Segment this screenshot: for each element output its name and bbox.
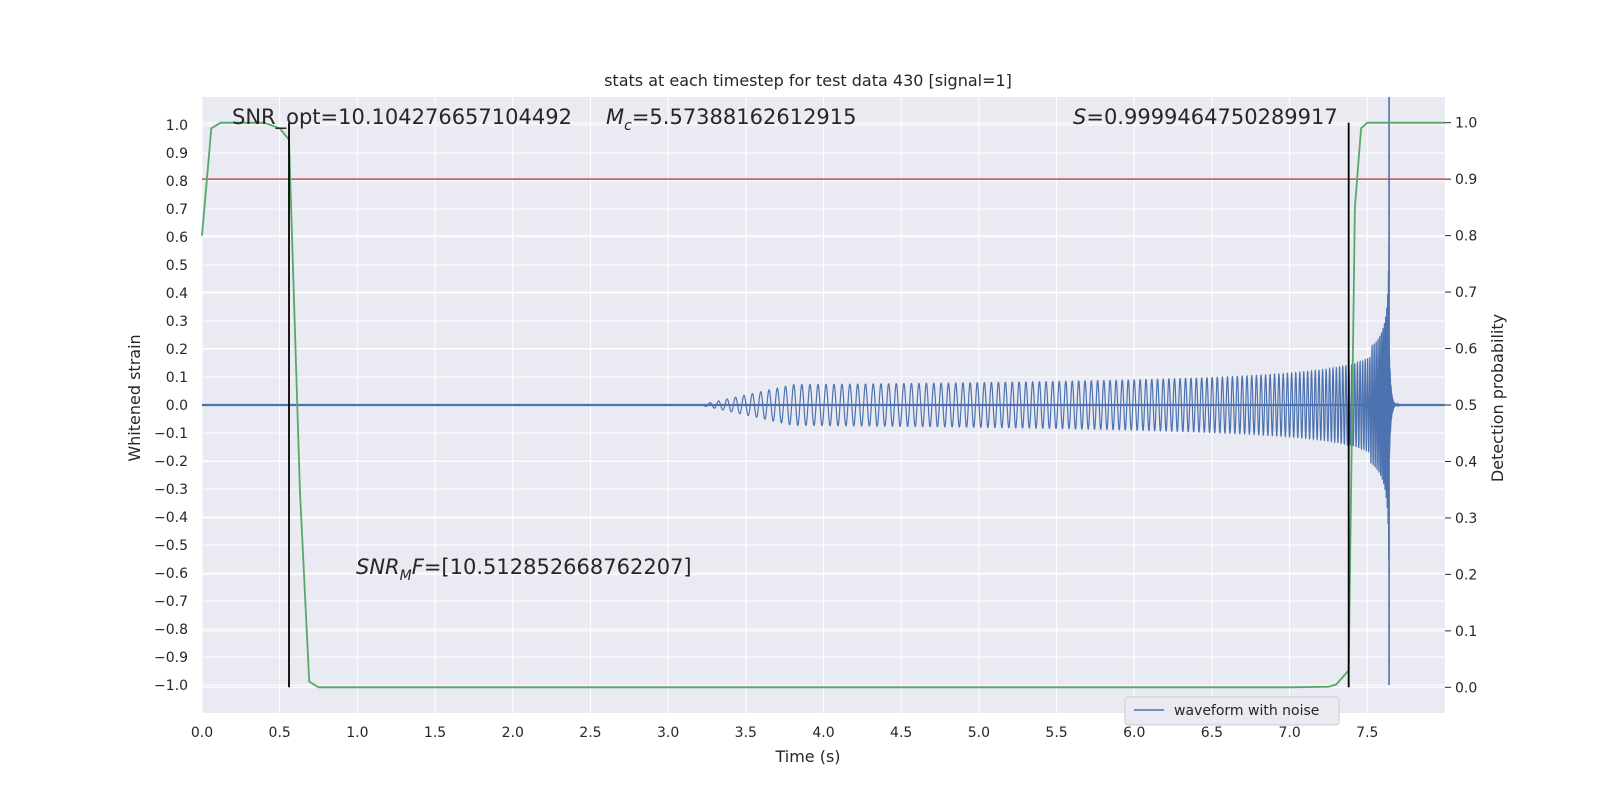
y-left-tick-label: 0.5 bbox=[166, 258, 188, 274]
y-left-tick-label: −0.4 bbox=[154, 510, 188, 526]
x-tick-label: 6.0 bbox=[1123, 725, 1145, 741]
y-left-tick-label: −0.7 bbox=[154, 594, 188, 610]
x-tick-label: 6.5 bbox=[1201, 725, 1223, 741]
annotation-s-symbol: S bbox=[1073, 105, 1086, 129]
annotation-mc-value: =5.57388162612915 bbox=[632, 105, 857, 129]
x-tick-label: 0.5 bbox=[269, 725, 291, 741]
y-right-tick-label: 0.6 bbox=[1455, 342, 1477, 358]
y-right-tick-label: 0.9 bbox=[1455, 172, 1477, 188]
y-right-tick-label: 1.0 bbox=[1455, 116, 1477, 132]
y-left-tick-label: −0.3 bbox=[154, 482, 188, 498]
y-left-tick-label: 0.8 bbox=[166, 174, 188, 190]
y-left-tick-label: −0.9 bbox=[154, 650, 188, 666]
y-left-tick-label: 0.1 bbox=[166, 370, 188, 386]
y-right-tick-label: 0.1 bbox=[1455, 624, 1477, 640]
x-tick-label: 0.0 bbox=[191, 725, 213, 741]
waveform-series bbox=[202, 97, 1445, 685]
detection-probability-series bbox=[201, 121, 1445, 689]
y-left-tick-label: 0.0 bbox=[166, 398, 188, 414]
x-tick-label: 4.5 bbox=[890, 725, 912, 741]
annotation-s: S=0.9999464750289917 bbox=[1073, 105, 1338, 129]
y-right-axis-ticks: 1.0 0.9 0.8 0.7 0.6 0.5 0.4 0.3 0.2 0.1 0.0 bbox=[1445, 116, 1477, 696]
y-right-tick-label: 0.5 bbox=[1455, 398, 1477, 414]
y-left-tick-label: 0.3 bbox=[166, 314, 188, 330]
y-left-tick-label: 0.9 bbox=[166, 146, 188, 162]
annotation-snr-mf-symbol: SNR bbox=[356, 555, 400, 579]
y-right-tick-label: 0.3 bbox=[1455, 511, 1477, 527]
x-tick-label: 1.0 bbox=[346, 725, 368, 741]
x-axis-label: Time (s) bbox=[774, 747, 840, 766]
y-left-tick-label: 0.6 bbox=[166, 230, 188, 246]
y-left-tick-label: 0.7 bbox=[166, 202, 188, 218]
legend: waveform with noise bbox=[1124, 696, 1340, 726]
legend-entry-waveform: waveform with noise bbox=[1174, 703, 1319, 719]
x-tick-label: 5.5 bbox=[1045, 725, 1067, 741]
x-tick-label: 7.5 bbox=[1356, 725, 1378, 741]
x-tick-label: 3.0 bbox=[657, 725, 679, 741]
x-tick-label: 1.5 bbox=[424, 725, 446, 741]
annotation-snr-mf-value: =[10.512852668762207] bbox=[424, 555, 692, 579]
legend-box bbox=[1124, 696, 1340, 726]
x-axis-ticks: 0.0 0.5 1.0 1.5 2.0 2.5 3.0 3.5 4.0 4.5 5.0 5.5 6.0 6… bbox=[191, 725, 1379, 741]
x-tick-label: 7.0 bbox=[1278, 725, 1300, 741]
annotation-snr-opt: SNR_opt=10.104276657104492 bbox=[232, 105, 572, 130]
y-left-tick-label: −1.0 bbox=[154, 678, 188, 694]
y-right-tick-label: 0.4 bbox=[1455, 454, 1477, 470]
annotation-mc-sub: c bbox=[624, 118, 632, 134]
y-left-tick-label: 1.0 bbox=[166, 118, 188, 134]
y-right-axis-label: Detection probability bbox=[1488, 314, 1507, 482]
y-left-tick-label: −0.2 bbox=[154, 454, 188, 470]
annotation-mc-symbol: M bbox=[606, 105, 624, 129]
x-tick-label: 2.5 bbox=[579, 725, 601, 741]
annotation-s-value: =0.9999464750289917 bbox=[1086, 105, 1337, 129]
vertical-lines bbox=[288, 122, 1350, 688]
annotation-snr-mf: SNRMF=[10.512852668762207] bbox=[356, 555, 692, 584]
annotation-snr-mf-f: F bbox=[412, 555, 425, 579]
y-left-tick-label: −0.8 bbox=[154, 622, 188, 638]
y-left-tick-label: −0.5 bbox=[154, 538, 188, 554]
annotation-mc: Mc=5.57388162612915 bbox=[606, 105, 857, 134]
x-tick-label: 4.0 bbox=[812, 725, 834, 741]
y-left-tick-label: −0.1 bbox=[154, 426, 188, 442]
x-tick-label: 2.0 bbox=[502, 725, 524, 741]
y-left-axis-ticks: 1.0 0.9 0.8 0.7 0.6 0.5 0.4 0.3 0.2 0.1 0.0 −0.1 −0.… bbox=[154, 118, 188, 694]
y-left-axis-label: Whitened strain bbox=[125, 334, 144, 461]
y-left-tick-label: −0.6 bbox=[154, 566, 188, 582]
y-left-tick-label: 0.4 bbox=[166, 286, 188, 302]
annotation-snr-mf-sub: M bbox=[400, 568, 412, 584]
y-right-tick-label: 0.7 bbox=[1455, 285, 1477, 301]
y-left-tick-label: 0.2 bbox=[166, 342, 188, 358]
y-right-tick-label: 0.8 bbox=[1455, 229, 1477, 245]
detection-probability-line bbox=[201, 121, 1445, 689]
x-tick-label: 3.5 bbox=[735, 725, 757, 741]
chart-title: stats at each timestep for test data 430… bbox=[604, 71, 1012, 90]
y-right-tick-label: 0.2 bbox=[1455, 567, 1477, 583]
x-tick-label: 5.0 bbox=[968, 725, 990, 741]
y-right-tick-label: 0.0 bbox=[1455, 680, 1477, 696]
waveform-line bbox=[699, 244, 1445, 560]
